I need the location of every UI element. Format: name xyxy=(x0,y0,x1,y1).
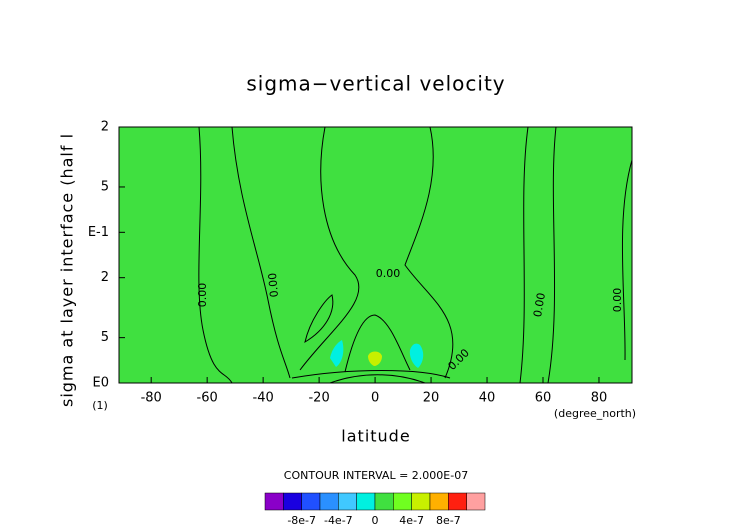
colorbar-cell xyxy=(283,492,302,511)
contour-label: 0.00 xyxy=(196,283,209,308)
colorbar-cell xyxy=(374,492,394,511)
x-tick-label: 40 xyxy=(479,391,496,406)
colorbar-cell xyxy=(301,492,321,511)
colorbar-tick-label: 0 xyxy=(372,514,379,527)
contour-line xyxy=(547,126,557,384)
contour-interval: CONTOUR INTERVAL = 2.000E-07 xyxy=(284,469,468,482)
x-tick-label: -40 xyxy=(253,391,274,406)
x-axis-label: latitude xyxy=(341,427,410,446)
y-tick-label: E0 xyxy=(93,376,110,391)
field-background xyxy=(119,127,632,383)
contour-line xyxy=(344,314,411,373)
x-tick-label: 60 xyxy=(535,391,552,406)
contour-label: 0.00 xyxy=(611,288,624,313)
y-unit: (1) xyxy=(92,399,108,412)
x-unit: (degree_north) xyxy=(554,407,636,420)
colorbar-cell xyxy=(448,492,467,511)
contour-line xyxy=(231,126,291,379)
colorbar-cell xyxy=(338,492,357,511)
contour-line xyxy=(299,126,360,371)
y-tick-label: 5 xyxy=(101,179,109,194)
x-tick-label: -60 xyxy=(197,391,218,406)
colorbar-tick-label: -8e-7 xyxy=(287,514,316,527)
contour-line xyxy=(329,374,426,384)
x-tick-label: -20 xyxy=(308,391,329,406)
plot-area: 0.00 0.00 0.00 0.00 0.00 0.00 xyxy=(118,126,633,384)
contour-line xyxy=(198,126,233,384)
colorbar-cell xyxy=(264,492,284,511)
x-tick-label: 0 xyxy=(371,391,379,406)
colorbar-tick-label: 8e-7 xyxy=(436,514,461,527)
negative-patch xyxy=(409,343,424,368)
contour-line xyxy=(621,159,633,361)
x-tick-label: 80 xyxy=(591,391,608,406)
chart-title: sigma−vertical velocity xyxy=(246,72,505,96)
contour-label: 0.00 xyxy=(266,272,281,298)
x-tick-label: 20 xyxy=(423,391,440,406)
colorbar-tick-label: 4e-7 xyxy=(399,514,424,527)
y-tick-label: E-1 xyxy=(88,225,109,240)
contour-line xyxy=(304,294,334,344)
colorbar-cell xyxy=(393,492,412,511)
contour-line xyxy=(291,370,451,379)
y-tick-label: 2 xyxy=(101,270,109,285)
contour-line xyxy=(404,126,454,379)
colorbar-tick-label: -4e-7 xyxy=(324,514,353,527)
contour-label: 0.00 xyxy=(376,267,401,280)
y-tick-label: 2 xyxy=(101,120,109,135)
contour-label: 0.00 xyxy=(531,292,548,318)
colorbar-cell xyxy=(429,492,449,511)
colorbar-cell xyxy=(356,492,376,511)
y-axis-label: sigma at layer interface (half l xyxy=(58,133,77,407)
contour-line xyxy=(519,126,529,384)
y-tick-label: 5 xyxy=(101,330,109,345)
positive-patch xyxy=(368,351,382,366)
x-tick-label: -80 xyxy=(141,391,162,406)
colorbar-cell xyxy=(319,492,339,511)
colorbar-cell xyxy=(411,492,431,511)
colorbar-cell xyxy=(466,492,486,511)
negative-patch xyxy=(330,340,344,367)
